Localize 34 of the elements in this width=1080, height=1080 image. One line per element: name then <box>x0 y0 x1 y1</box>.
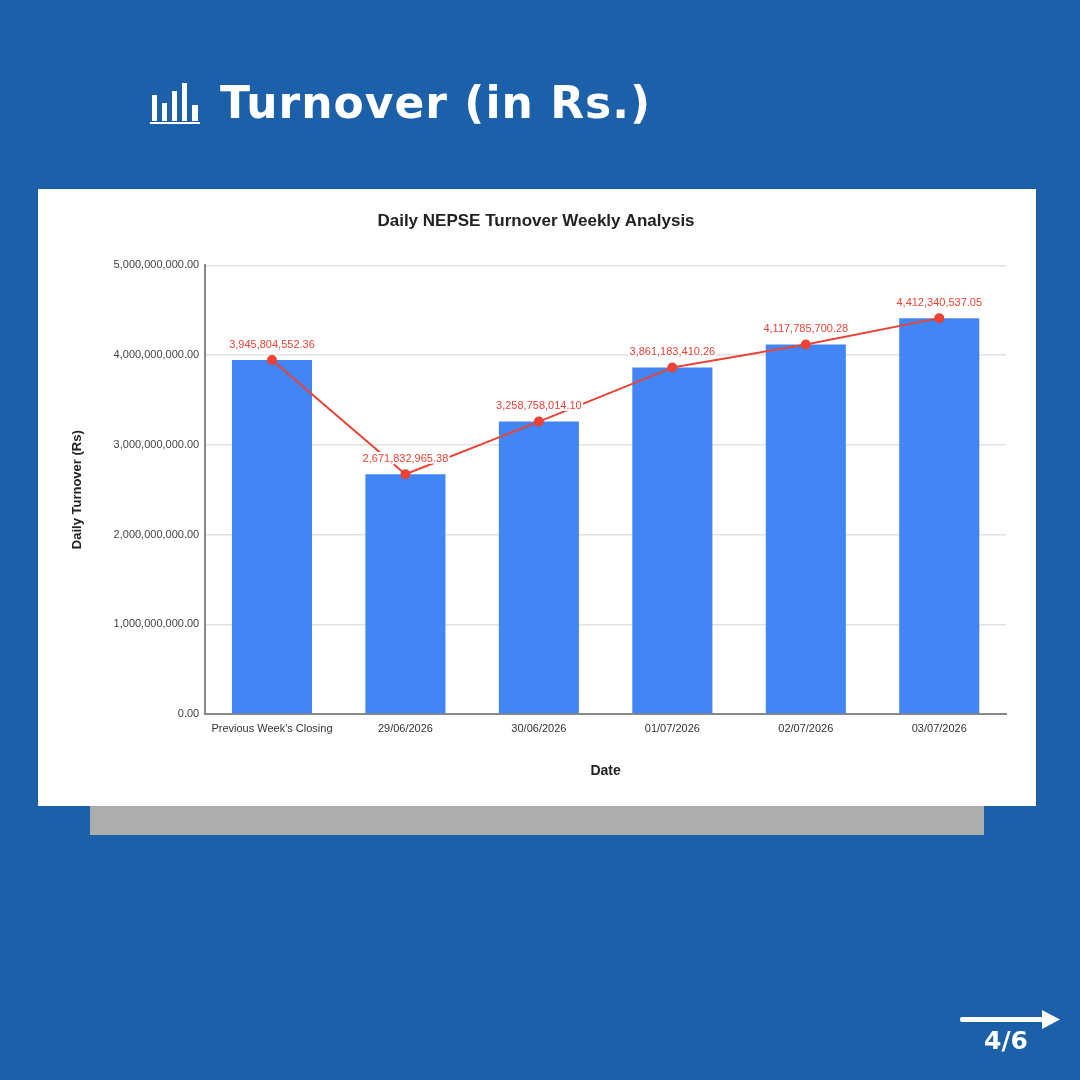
data-label: 3,861,183,410.26 <box>629 345 716 358</box>
y-tick-label: 2,000,000,000.00 <box>113 527 200 540</box>
point <box>266 354 277 365</box>
bar <box>632 367 713 714</box>
bar <box>765 344 846 714</box>
x-tick-label: 29/06/2026 <box>377 721 433 734</box>
x-axis-title: Date <box>590 762 621 779</box>
bar <box>231 359 313 714</box>
bar <box>899 318 980 714</box>
x-tick-label: 03/07/2026 <box>911 721 967 734</box>
x-tick-label: 01/07/2026 <box>644 721 700 734</box>
point <box>400 469 411 480</box>
x-tick-label: 30/06/2026 <box>511 721 567 734</box>
point <box>934 313 945 324</box>
data-label: 3,945,804,552.36 <box>229 337 315 350</box>
y-tick-label: 0.00 <box>177 707 200 720</box>
y-tick-label: 1,000,000,000.00 <box>113 617 200 630</box>
y-tick-label: 5,000,000,000.00 <box>113 258 200 271</box>
x-tick-label: 02/07/2026 <box>778 721 834 734</box>
y-axis-title: Daily Turnover (Rs) <box>69 430 85 550</box>
bar <box>365 474 446 714</box>
point <box>800 339 811 350</box>
chart-subtitle: Daily NEPSE Turnover Weekly Analysis <box>377 210 695 230</box>
y-tick-label: 3,000,000,000.00 <box>113 437 200 450</box>
x-tick-label: Previous Week's Closing <box>211 721 333 734</box>
text: 4/6 <box>984 1026 1028 1056</box>
data-label: 3,258,758,014.10 <box>496 399 582 412</box>
y-tick-label: 4,000,000,000.00 <box>113 348 200 361</box>
data-label: 4,117,785,700.28 <box>763 322 849 335</box>
data-label: 4,412,340,537.05 <box>896 295 983 308</box>
bar <box>498 421 579 714</box>
point <box>533 416 544 427</box>
point <box>667 362 678 373</box>
chart-title: Turnover (in Rs.) <box>220 77 652 128</box>
